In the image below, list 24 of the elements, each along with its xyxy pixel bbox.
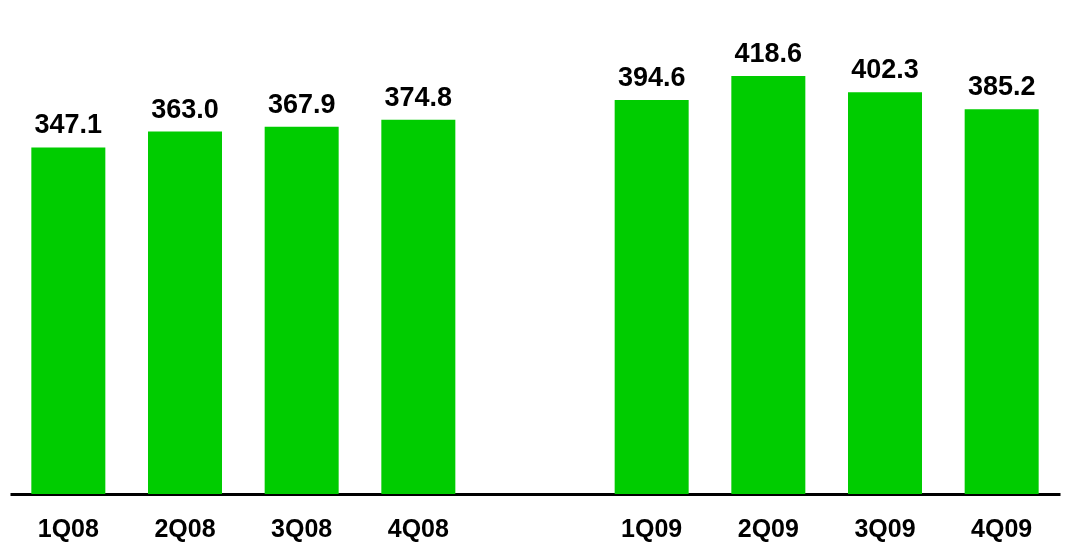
- x-tick-label: 3Q08: [271, 513, 333, 542]
- data-label: 367.9: [267, 88, 336, 119]
- x-tick-label: 4Q08: [387, 513, 449, 542]
- bar: [31, 147, 106, 494]
- data-label: 347.1: [34, 109, 103, 140]
- x-tick-label: 2Q08: [154, 513, 216, 542]
- data-label: 402.3: [851, 54, 919, 85]
- bar: [264, 126, 339, 494]
- data-label: 394.6: [617, 61, 686, 92]
- bar: [614, 99, 689, 494]
- x-tick-label: 1Q08: [37, 513, 99, 542]
- bar: [381, 119, 456, 494]
- data-label: 418.6: [734, 38, 803, 68]
- x-tick-label: 4Q09: [971, 513, 1033, 542]
- x-tick-label: 3Q09: [854, 513, 916, 542]
- x-tick-label: 1Q09: [621, 513, 683, 542]
- bar: [848, 92, 922, 494]
- bar: [148, 131, 222, 494]
- data-label: 385.2: [967, 71, 1036, 102]
- bar: [964, 109, 1039, 494]
- x-tick-label: 2Q09: [737, 513, 799, 542]
- data-label: 374.8: [384, 81, 453, 112]
- data-label: 363.0: [151, 93, 219, 124]
- bar: [731, 76, 806, 494]
